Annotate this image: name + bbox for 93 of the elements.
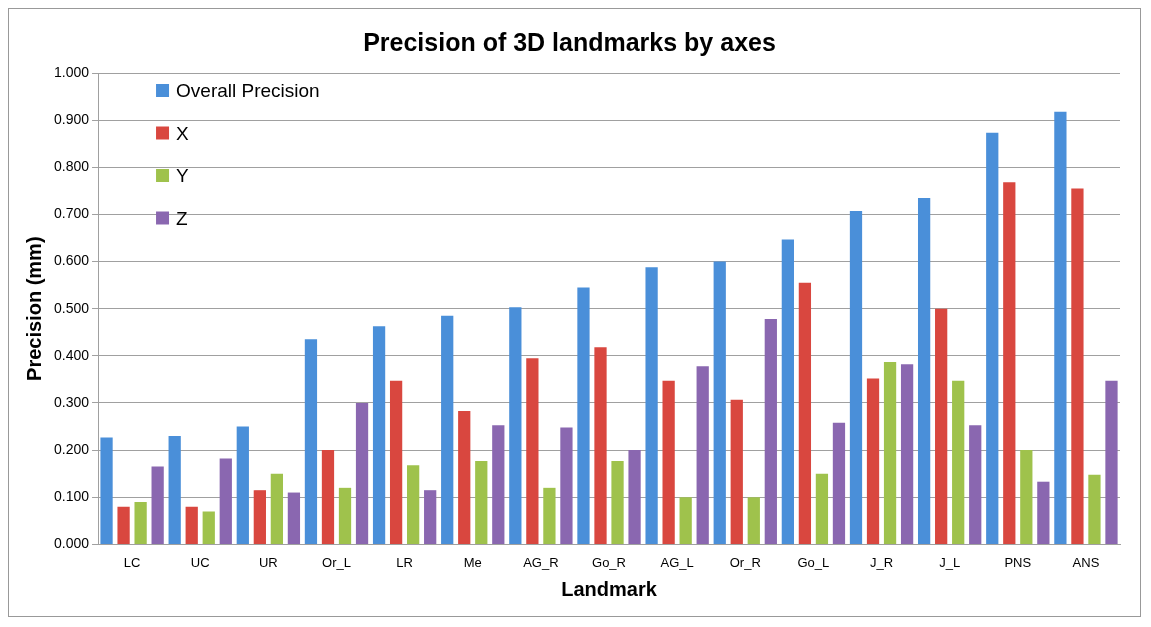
bar <box>1071 188 1084 544</box>
bar <box>849 211 863 544</box>
bar <box>900 364 914 544</box>
bar <box>594 347 607 544</box>
bar <box>696 366 709 544</box>
bar <box>526 358 539 544</box>
bar <box>969 425 982 544</box>
x-tick-label: UR <box>258 554 278 570</box>
bar <box>338 487 352 544</box>
bar <box>1037 481 1050 544</box>
bar <box>185 506 198 544</box>
x-tick-label: LC <box>123 554 141 570</box>
bar <box>1088 474 1101 544</box>
bar <box>883 361 897 544</box>
bar <box>935 308 948 544</box>
y-tick-label: 0.900 <box>53 111 90 127</box>
y-tick-label: 0.000 <box>53 535 90 552</box>
y-tick-label: 0.200 <box>53 440 90 457</box>
bar <box>236 426 249 544</box>
y-tick-label: 0.800 <box>53 158 90 175</box>
bar <box>270 473 284 544</box>
bar <box>407 465 420 544</box>
x-tick-label: LR <box>396 554 413 570</box>
bar <box>628 450 641 544</box>
bar <box>304 339 318 544</box>
y-tick-label: 0.400 <box>53 346 90 363</box>
bar <box>952 380 965 544</box>
x-tick-label: PNS <box>1004 554 1032 570</box>
bar <box>730 399 743 544</box>
bar <box>219 458 232 544</box>
x-tick-label: AG_L <box>660 554 694 570</box>
x-tick-label: Or_R <box>729 554 761 570</box>
bar <box>492 425 505 544</box>
bar <box>764 319 777 544</box>
x-tick-label: Go_L <box>797 554 830 570</box>
bar <box>1105 380 1118 544</box>
bar <box>424 490 437 544</box>
bar <box>781 239 794 544</box>
bar <box>151 466 164 544</box>
bar <box>543 487 556 544</box>
bar <box>747 497 760 544</box>
bar <box>509 307 522 544</box>
y-tick-label: 0.600 <box>53 252 90 269</box>
x-tick-label: UC <box>190 554 210 570</box>
bar <box>168 435 181 544</box>
bar <box>679 497 692 544</box>
bar <box>458 410 471 544</box>
legend-label: Z <box>176 207 189 229</box>
bar <box>832 422 846 544</box>
y-tick-label: 1.000 <box>53 63 90 80</box>
y-tick-label: 0.300 <box>53 393 90 410</box>
bar <box>611 460 624 544</box>
bar <box>798 282 812 544</box>
bar <box>355 402 369 544</box>
bar <box>475 460 488 544</box>
bar <box>253 490 266 544</box>
bar <box>1054 111 1067 544</box>
bar <box>202 511 215 544</box>
x-tick-label: Me <box>463 554 482 570</box>
x-tick-label: AG_R <box>523 554 559 570</box>
y-tick-label: 0.500 <box>53 299 90 316</box>
bar <box>713 261 726 544</box>
x-tick-label: J_R <box>869 554 894 570</box>
bar <box>815 473 829 544</box>
x-tick-label: Or_L <box>322 554 351 570</box>
bar <box>321 450 335 544</box>
legend-label: Overall Precision <box>176 80 320 102</box>
bar <box>866 378 880 544</box>
bar <box>1003 182 1016 544</box>
x-tick-label: Go_R <box>592 554 626 570</box>
bar <box>645 267 658 544</box>
bar <box>986 132 999 544</box>
bar <box>389 380 403 544</box>
chart-title: Precision of 3D landmarks by axes <box>363 27 776 56</box>
bar <box>917 197 931 544</box>
bar <box>100 437 113 544</box>
y-tick-label: 0.700 <box>53 205 90 222</box>
bar <box>441 315 454 544</box>
x-tick-label: ANS <box>1072 554 1100 570</box>
x-axis-title: Landmark <box>561 577 658 600</box>
bar <box>662 380 675 544</box>
x-tick-label: J_L <box>939 554 961 570</box>
bar <box>560 427 573 544</box>
bar <box>577 287 590 544</box>
bar <box>1020 450 1033 544</box>
y-axis-title: Precision (mm) <box>22 236 45 381</box>
bar <box>287 492 301 544</box>
legend-label: X <box>176 122 190 144</box>
y-tick-label: 0.100 <box>53 488 90 505</box>
bar <box>134 501 147 544</box>
legend-label: Y <box>176 165 190 187</box>
bar <box>372 326 386 544</box>
bar <box>117 506 130 544</box>
